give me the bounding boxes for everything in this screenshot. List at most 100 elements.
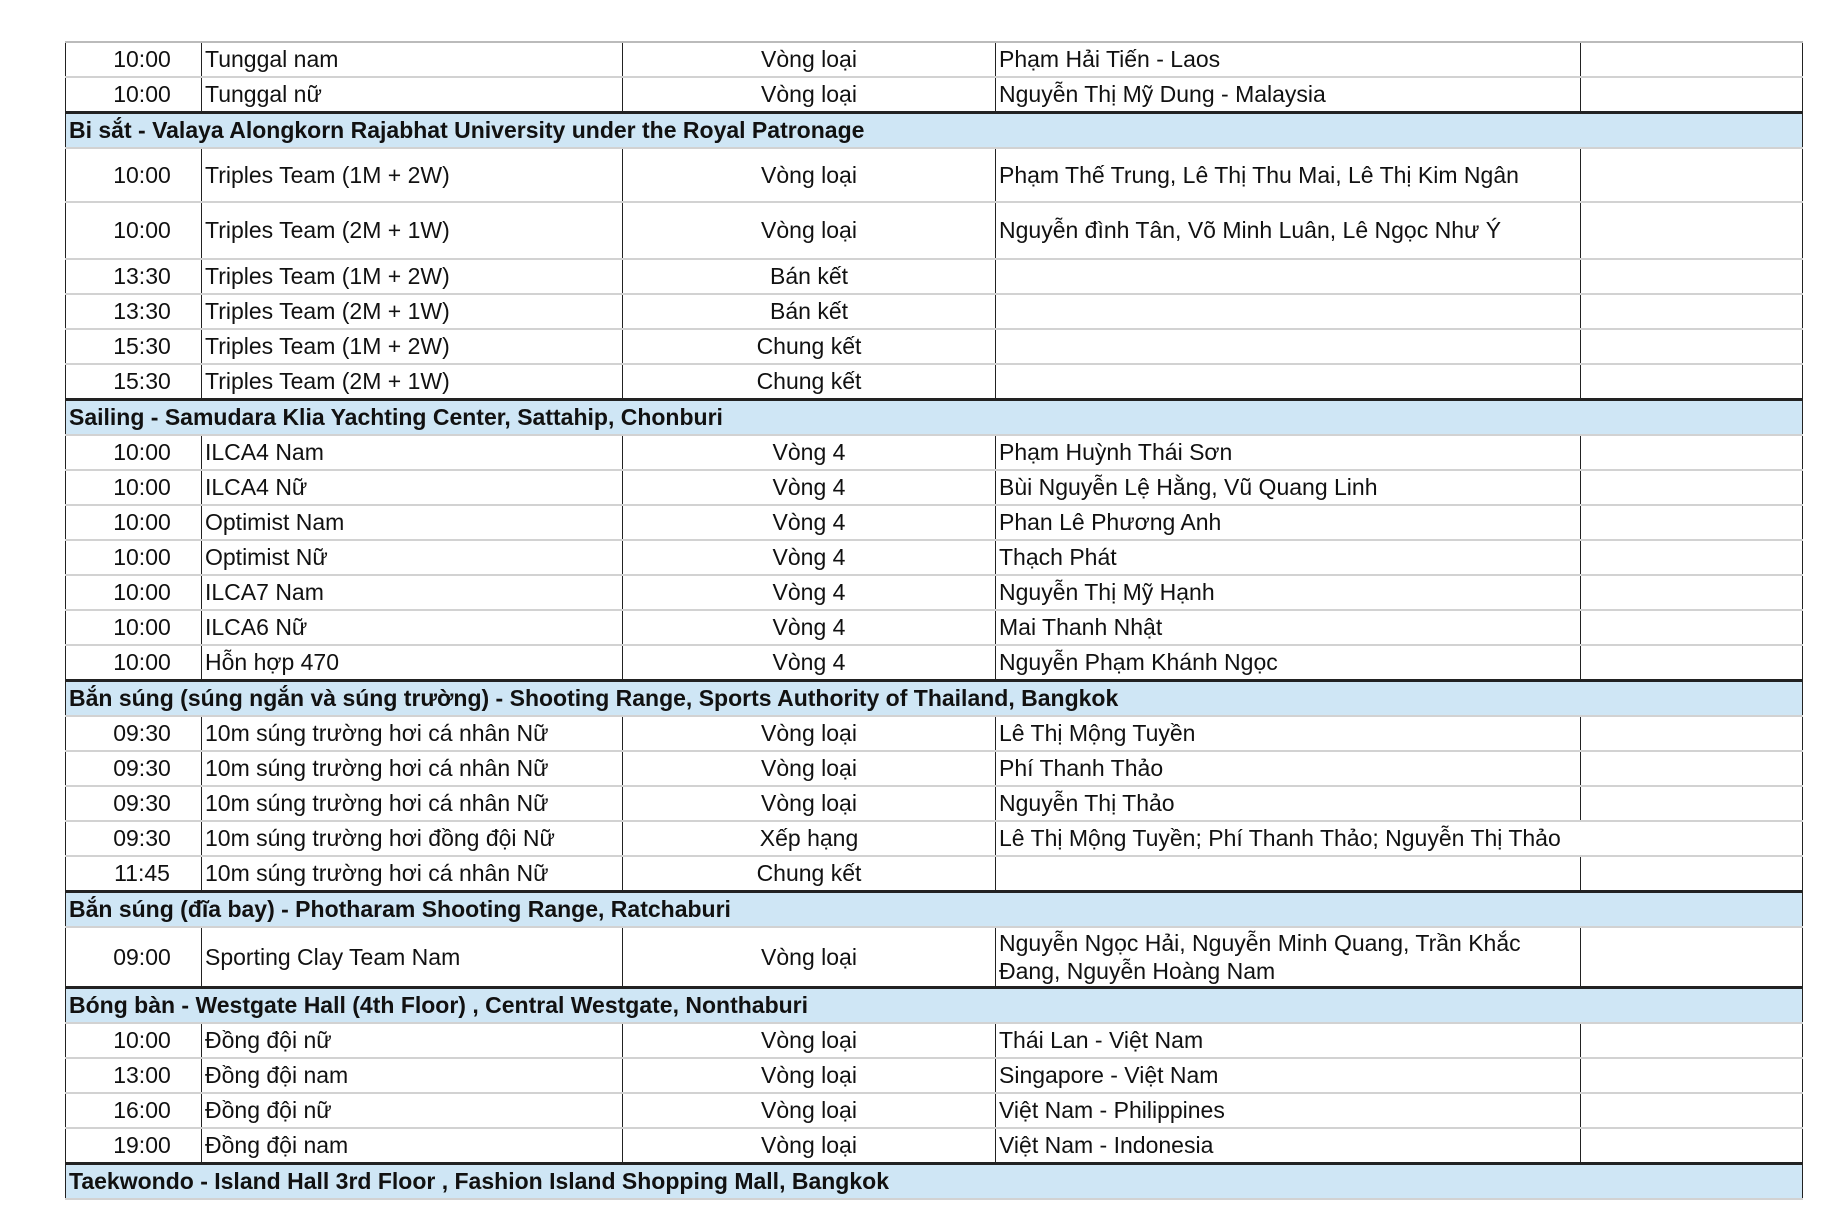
event-cell: Optimist Nam: [201, 504, 623, 541]
note-cell: [1580, 504, 1803, 541]
section-header: Taekwondo - Island Hall 3rd Floor , Fash…: [65, 1162, 1803, 1200]
time-cell: 15:30: [65, 363, 202, 401]
time-cell: 10:00: [65, 504, 202, 541]
time-cell: 09:30: [65, 715, 202, 752]
note-cell: [1580, 328, 1803, 365]
athletes-cell: Nguyễn Thị Mỹ Dung - Malaysia: [995, 76, 1581, 114]
table-row: 10:00 Optimist Nam Vòng 4 Phan Lê Phương An…: [65, 504, 1803, 541]
athletes-cell: [995, 258, 1581, 295]
athletes-cell: Bùi Nguyễn Lệ Hằng, Vũ Quang Linh: [995, 469, 1581, 506]
time-cell: 10:00: [65, 574, 202, 611]
table-row: 11:45 10m súng trường hơi cá nhân Nữ Chung…: [65, 855, 1803, 893]
round-cell: Vòng loại: [622, 147, 996, 203]
table-row: 10:00 ILCA6 Nữ Vòng 4 Mai Thanh Nhật: [65, 609, 1803, 646]
athletes-cell: Phan Lê Phương Anh: [995, 504, 1581, 541]
table-row: 10:00 Đồng đội nữ Vòng loại Thái Lan - Việt…: [65, 1022, 1803, 1059]
athletes-cell: Nguyễn Phạm Khánh Ngọc: [995, 644, 1581, 682]
round-cell: Vòng loại: [622, 926, 996, 989]
round-cell: Vòng 4: [622, 574, 996, 611]
event-cell: 10m súng trường hơi cá nhân Nữ: [201, 855, 623, 893]
round-cell: Vòng loại: [622, 1127, 996, 1165]
event-cell: 10m súng trường hơi đồng đội Nữ: [201, 820, 623, 857]
time-cell: 10:00: [65, 201, 202, 260]
event-cell: Triples Team (2M + 1W): [201, 293, 623, 330]
note-cell: [1580, 363, 1803, 401]
event-cell: ILCA4 Nam: [201, 434, 623, 471]
time-cell: 09:30: [65, 820, 202, 857]
time-cell: 10:00: [65, 609, 202, 646]
time-cell: 13:30: [65, 293, 202, 330]
round-cell: Vòng 4: [622, 644, 996, 682]
note-cell: [1580, 715, 1803, 752]
table-row: 10:00 Tunggal nữ Vòng loại Nguyễn Thị Mỹ Du…: [65, 76, 1803, 114]
section-header-row: Bóng bàn - Westgate Hall (4th Floor) , C…: [65, 986, 1803, 1024]
round-cell: Vòng loại: [622, 201, 996, 260]
note-cell: [1580, 574, 1803, 611]
athletes-cell: Phạm Thế Trung, Lê Thị Thu Mai, Lê Thị K…: [995, 147, 1581, 203]
table-row: 10:00 Optimist Nữ Vòng 4 Thạch Phát: [65, 539, 1803, 576]
time-cell: 10:00: [65, 147, 202, 203]
table-row: 13:30 Triples Team (2M + 1W) Bán kết: [65, 293, 1803, 330]
round-cell: Vòng 4: [622, 434, 996, 471]
event-cell: Đồng đội nữ: [201, 1092, 623, 1129]
table-row: 15:30 Triples Team (2M + 1W) Chung kết: [65, 363, 1803, 401]
note-cell: [1580, 469, 1803, 506]
round-cell: Vòng 4: [622, 539, 996, 576]
time-cell: 10:00: [65, 539, 202, 576]
event-cell: Triples Team (2M + 1W): [201, 201, 623, 260]
round-cell: Vòng loại: [622, 41, 996, 78]
athletes-cell: Phí Thanh Thảo: [995, 750, 1581, 787]
athletes-cell: Mai Thanh Nhật: [995, 609, 1581, 646]
section-header-row: Bắn súng (súng ngắn và súng trường) - Sh…: [65, 679, 1803, 717]
table-row: 19:00 Đồng đội nam Vòng loại Việt Nam - Ind…: [65, 1127, 1803, 1165]
event-cell: Triples Team (2M + 1W): [201, 363, 623, 401]
table-row: 10:00 Triples Team (2M + 1W) Vòng loại Nguy…: [65, 201, 1803, 260]
table-row: 10:00 Tunggal nam Vòng loại Phạm Hải Tiến -…: [65, 41, 1803, 78]
athletes-cell: Việt Nam - Indonesia: [995, 1127, 1581, 1165]
round-cell: Chung kết: [622, 328, 996, 365]
table-row: 13:30 Triples Team (1M + 2W) Bán kết: [65, 258, 1803, 295]
round-cell: Vòng 4: [622, 469, 996, 506]
event-cell: 10m súng trường hơi cá nhân Nữ: [201, 750, 623, 787]
section-header: Bóng bàn - Westgate Hall (4th Floor) , C…: [65, 986, 1803, 1024]
event-cell: Đồng đội nữ: [201, 1022, 623, 1059]
athletes-cell: Thái Lan - Việt Nam: [995, 1022, 1581, 1059]
section-header-row: Taekwondo - Island Hall 3rd Floor , Fash…: [65, 1162, 1803, 1200]
note-cell: [1580, 147, 1803, 203]
section-header: Sailing - Samudara Klia Yachting Center,…: [65, 398, 1803, 436]
note-cell: [1580, 76, 1803, 114]
note-cell: [1580, 1022, 1803, 1059]
time-cell: 10:00: [65, 41, 202, 78]
table-row: 16:00 Đồng đội nữ Vòng loại Việt Nam - Phil…: [65, 1092, 1803, 1129]
athletes-cell: Phạm Hải Tiến - Laos: [995, 41, 1581, 78]
round-cell: Bán kết: [622, 293, 996, 330]
event-cell: Sporting Clay Team Nam: [201, 926, 623, 989]
time-cell: 10:00: [65, 469, 202, 506]
athletes-cell: [995, 328, 1581, 365]
round-cell: Xếp hạng: [622, 820, 996, 857]
event-cell: Triples Team (1M + 2W): [201, 258, 623, 295]
athletes-cell: Nguyễn Ngọc Hải, Nguyễn Minh Quang, Trần…: [995, 926, 1581, 989]
round-cell: Vòng 4: [622, 609, 996, 646]
round-cell: Vòng loại: [622, 1022, 996, 1059]
note-cell: [1580, 644, 1803, 682]
table-row: 09:30 10m súng trường hơi đồng đội Nữ Xếp …: [65, 820, 1803, 857]
event-cell: ILCA7 Nam: [201, 574, 623, 611]
athletes-cell: Lê Thị Mộng Tuyền; Phí Thanh Thảo; Nguyễ…: [995, 820, 1581, 857]
section-header: Bi sắt - Valaya Alongkorn Rajabhat Unive…: [65, 111, 1803, 149]
time-cell: 09:30: [65, 785, 202, 822]
event-cell: Hỗn hợp 470: [201, 644, 623, 682]
note-cell: [1580, 820, 1803, 857]
note-cell: [1580, 609, 1803, 646]
round-cell: Vòng loại: [622, 1092, 996, 1129]
time-cell: 13:00: [65, 1057, 202, 1094]
section-header-row: Sailing - Samudara Klia Yachting Center,…: [65, 398, 1803, 436]
round-cell: Chung kết: [622, 363, 996, 401]
note-cell: [1580, 926, 1803, 989]
table-row: 10:00 Hỗn hợp 470 Vòng 4 Nguyễn Phạm Khánh …: [65, 644, 1803, 682]
table-row: 09:30 10m súng trường hơi cá nhân Nữ Vòng …: [65, 715, 1803, 752]
event-cell: Triples Team (1M + 2W): [201, 328, 623, 365]
note-cell: [1580, 750, 1803, 787]
section-header-row: Bắn súng (đĩa bay) - Photharam Shooting …: [65, 890, 1803, 928]
table-row: 09:30 10m súng trường hơi cá nhân Nữ Vòng …: [65, 785, 1803, 822]
